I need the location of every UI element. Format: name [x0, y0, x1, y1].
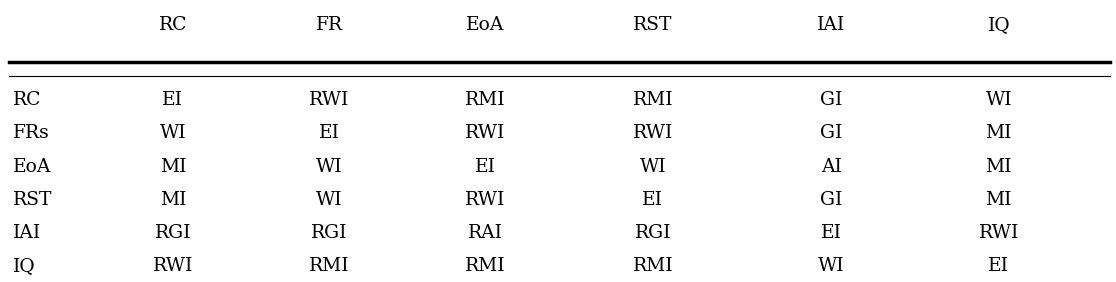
Text: RMI: RMI	[465, 91, 506, 109]
Text: GI: GI	[820, 191, 843, 209]
Text: MI: MI	[985, 191, 1012, 209]
Text: RWI: RWI	[153, 257, 193, 276]
Text: RST: RST	[633, 16, 673, 34]
Text: IAI: IAI	[13, 224, 41, 242]
Text: EI: EI	[163, 91, 183, 109]
Text: RGI: RGI	[635, 224, 671, 242]
Text: EI: EI	[643, 191, 663, 209]
Text: RWI: RWI	[465, 124, 506, 142]
Text: EI: EI	[989, 257, 1009, 276]
Text: RST: RST	[13, 191, 52, 209]
Text: WI: WI	[818, 257, 845, 276]
Text: FR: FR	[316, 16, 343, 34]
Text: MI: MI	[160, 191, 186, 209]
Text: RMI: RMI	[465, 257, 506, 276]
Text: MI: MI	[985, 124, 1012, 142]
Text: RWI: RWI	[309, 91, 349, 109]
Text: RGI: RGI	[311, 224, 347, 242]
Text: MI: MI	[160, 158, 186, 176]
Text: WI: WI	[985, 91, 1012, 109]
Text: RMI: RMI	[633, 257, 673, 276]
Text: RAI: RAI	[468, 224, 503, 242]
Text: RWI: RWI	[465, 191, 506, 209]
Text: FRs: FRs	[13, 124, 50, 142]
Text: RMI: RMI	[309, 257, 349, 276]
Text: IQ: IQ	[988, 16, 1010, 34]
Text: IQ: IQ	[13, 257, 36, 276]
Text: RC: RC	[13, 91, 42, 109]
Text: EoA: EoA	[466, 16, 504, 34]
Text: RWI: RWI	[979, 224, 1019, 242]
Text: GI: GI	[820, 124, 843, 142]
Text: RGI: RGI	[155, 224, 191, 242]
Text: EI: EI	[821, 224, 841, 242]
Text: WI: WI	[316, 191, 343, 209]
Text: WI: WI	[160, 124, 186, 142]
Text: RMI: RMI	[633, 91, 673, 109]
Text: EI: EI	[319, 124, 339, 142]
Text: WI: WI	[639, 158, 666, 176]
Text: AI: AI	[821, 158, 841, 176]
Text: WI: WI	[316, 158, 343, 176]
Text: MI: MI	[985, 158, 1012, 176]
Text: GI: GI	[820, 91, 843, 109]
Text: EI: EI	[475, 158, 496, 176]
Text: EoA: EoA	[13, 158, 51, 176]
Text: RC: RC	[158, 16, 187, 34]
Text: IAI: IAI	[817, 16, 846, 34]
Text: RWI: RWI	[633, 124, 673, 142]
